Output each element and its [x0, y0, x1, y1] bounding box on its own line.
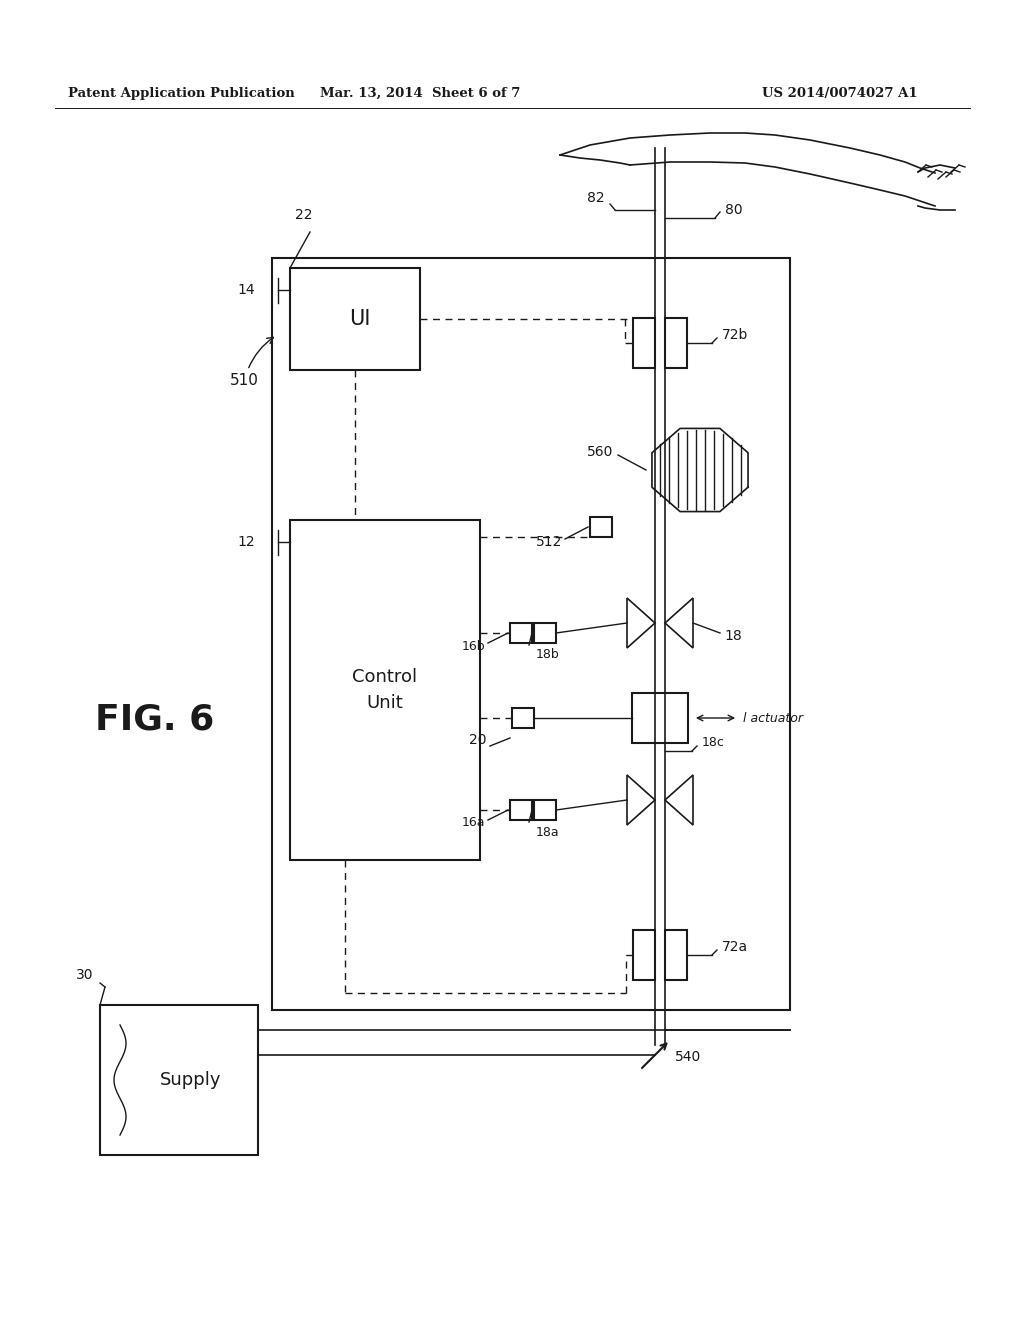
Bar: [633, 931, 655, 979]
Text: 14: 14: [238, 282, 255, 297]
Text: UI: UI: [349, 309, 371, 329]
Text: 18c: 18c: [702, 737, 725, 750]
Bar: [510, 623, 532, 643]
Text: 12: 12: [238, 535, 255, 549]
Text: 16a: 16a: [462, 817, 485, 829]
Text: 540: 540: [675, 1049, 701, 1064]
Bar: [633, 318, 655, 368]
Text: 22: 22: [295, 209, 312, 222]
Text: FIG. 6: FIG. 6: [95, 704, 215, 737]
Polygon shape: [665, 775, 693, 825]
Text: 30: 30: [76, 968, 93, 982]
Text: Mar. 13, 2014  Sheet 6 of 7: Mar. 13, 2014 Sheet 6 of 7: [319, 87, 520, 99]
Bar: [590, 517, 612, 537]
Text: 82: 82: [588, 191, 605, 205]
Text: 18: 18: [724, 630, 741, 643]
Bar: [272, 257, 790, 1010]
Text: 18b: 18b: [536, 648, 560, 661]
Bar: [632, 693, 688, 743]
Text: l actuator: l actuator: [743, 711, 803, 725]
Text: Control
Unit: Control Unit: [352, 668, 418, 713]
Polygon shape: [627, 598, 655, 648]
Text: 72b: 72b: [722, 327, 749, 342]
Text: 18a: 18a: [536, 825, 560, 838]
Bar: [512, 708, 534, 729]
Text: US 2014/0074027 A1: US 2014/0074027 A1: [762, 87, 918, 99]
Bar: [534, 800, 556, 820]
Text: 16b: 16b: [462, 639, 485, 652]
Polygon shape: [627, 775, 655, 825]
Text: Patent Application Publication: Patent Application Publication: [68, 87, 295, 99]
Bar: [665, 931, 687, 979]
Text: Supply: Supply: [160, 1071, 222, 1089]
Bar: [100, 1005, 258, 1155]
Text: 512: 512: [536, 535, 562, 549]
Bar: [665, 318, 687, 368]
Polygon shape: [665, 598, 693, 648]
Bar: [290, 268, 420, 370]
Text: 80: 80: [725, 203, 742, 216]
Text: 510: 510: [230, 338, 273, 388]
Bar: [510, 800, 532, 820]
Text: 20: 20: [469, 733, 487, 747]
Bar: [290, 520, 480, 861]
Text: 72a: 72a: [722, 940, 749, 954]
Bar: [534, 623, 556, 643]
Text: 560: 560: [587, 445, 613, 459]
